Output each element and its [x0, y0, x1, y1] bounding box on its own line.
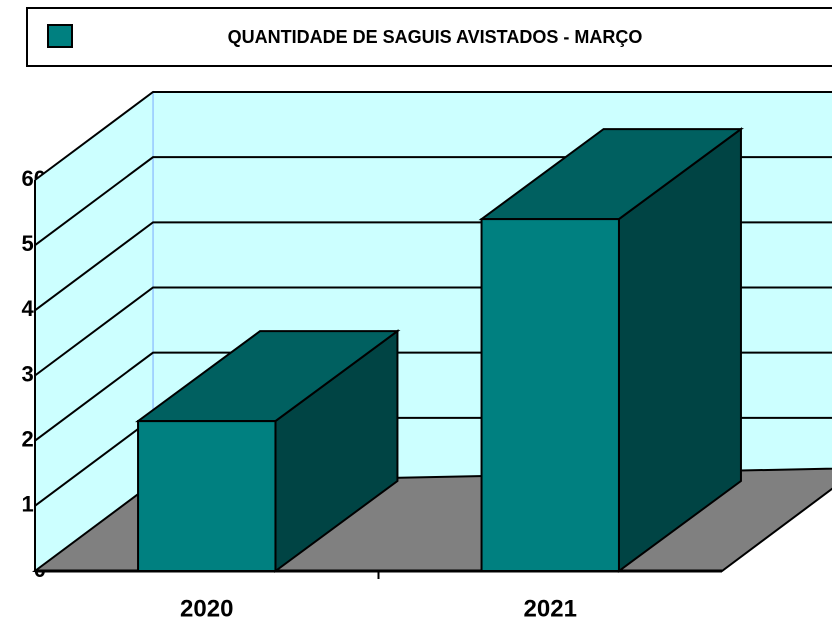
- grid-line: [34, 91, 832, 181]
- bar: [137, 420, 277, 572]
- x-tick-label: 2021: [524, 595, 577, 622]
- legend-label: QUANTIDADE DE SAGUIS AVISTADOS - MARÇO: [228, 27, 643, 47]
- legend-box: [26, 7, 832, 67]
- bar: [480, 218, 620, 572]
- legend-swatch: [47, 24, 73, 48]
- x-tick-label: 2020: [180, 595, 233, 622]
